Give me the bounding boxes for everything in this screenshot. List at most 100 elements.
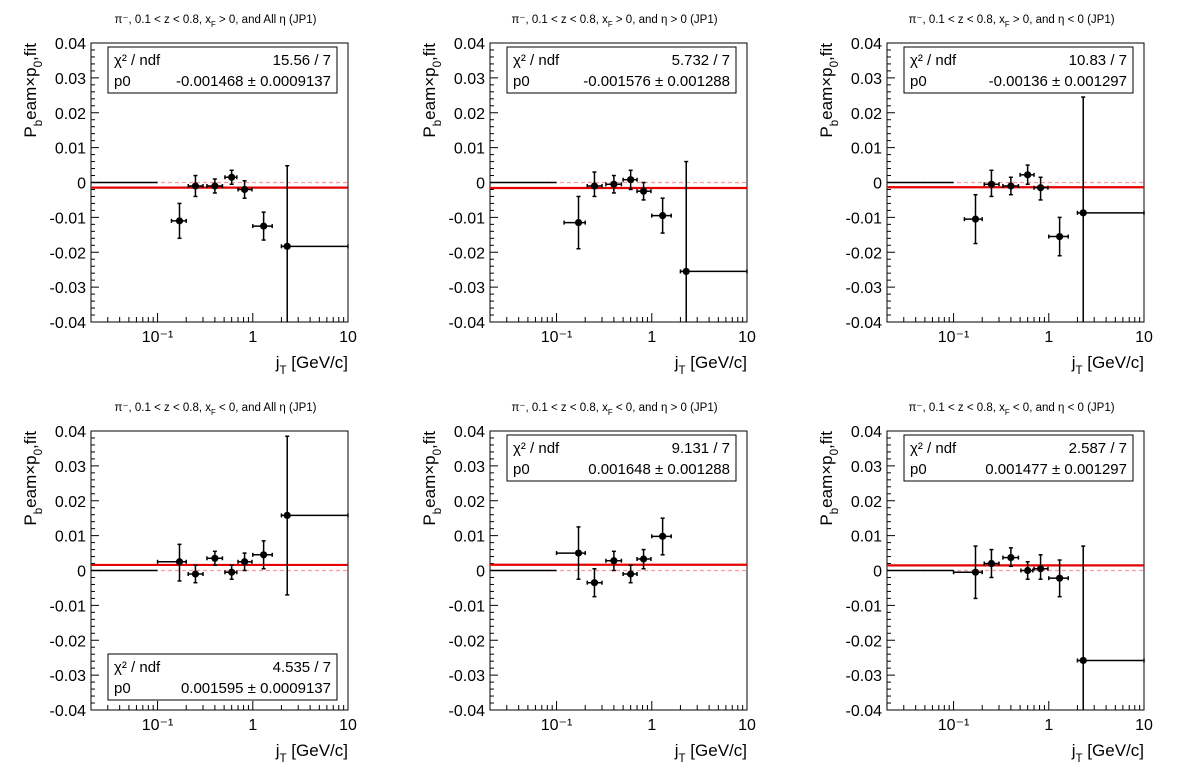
marker	[627, 570, 635, 578]
marker	[659, 532, 667, 540]
marker	[1079, 656, 1087, 665]
y-tick-label: -0.04	[846, 315, 883, 332]
y-tick-label: 0.01	[55, 141, 86, 158]
y-tick-label: 0.04	[454, 424, 485, 441]
data-point	[605, 174, 623, 194]
marker	[574, 219, 583, 227]
y-tick-label: -0.02	[449, 245, 486, 262]
y-tick-label: -0.02	[846, 633, 883, 650]
y-tick-label: -0.03	[449, 668, 486, 685]
y-tick-label: 0.04	[454, 36, 485, 53]
y-tick-label: -0.03	[846, 280, 883, 297]
marker	[175, 217, 184, 225]
data-point	[156, 543, 187, 582]
y-tick-label: -0.03	[50, 668, 87, 685]
data-point	[252, 211, 273, 241]
data-point	[187, 174, 204, 198]
y-axis-title: Pbeam×p0,fit	[21, 43, 45, 138]
data-point	[963, 193, 983, 245]
stats-chi2-label: χ² / ndf	[910, 52, 957, 69]
marker	[283, 242, 291, 250]
y-tick-label: -0.01	[846, 210, 883, 227]
x-axis-title: jT [GeV/c]	[275, 741, 348, 765]
y-tick-label: -0.01	[50, 210, 87, 227]
x-tick-label: 10	[738, 329, 756, 346]
x-axis-title: jT [GeV/c]	[1071, 353, 1144, 377]
y-tick-label: 0	[77, 564, 86, 581]
data-point	[1002, 176, 1020, 196]
y-tick-label: 0.02	[851, 494, 882, 511]
data-point	[224, 169, 238, 185]
x-axis-title: jT [GeV/c]	[275, 353, 348, 377]
marker	[1007, 182, 1015, 190]
data-point	[605, 550, 623, 572]
stats-p0-label: p0	[910, 461, 927, 478]
x-tick-label: 10	[1135, 717, 1153, 734]
x-tick-label: 10⁻¹	[142, 329, 174, 346]
x-tick-label: 1	[1044, 717, 1053, 734]
y-tick-label: -0.01	[50, 598, 87, 615]
x-tick-label: 1	[248, 329, 257, 346]
y-tick-label: 0	[476, 176, 485, 193]
x-tick-label: 10⁻¹	[938, 717, 970, 734]
stats-box: χ² / ndf 4.535 / 7 p0 0.001595 ± 0.0009137	[107, 653, 338, 701]
y-tick-label: -0.04	[846, 703, 883, 720]
y-tick-label: 0	[77, 176, 86, 193]
chart-title: π⁻, 0.1 < z < 0.8, xF < 0, and All η (JP…	[115, 402, 317, 417]
marker	[1024, 566, 1032, 575]
x-tick-label: 10⁻¹	[142, 717, 174, 734]
marker	[260, 551, 268, 559]
marker	[971, 215, 980, 223]
marker	[191, 570, 200, 578]
data-point	[206, 178, 224, 194]
data-point	[1002, 547, 1020, 568]
data-point	[280, 435, 349, 596]
y-axis-title: Pbeam×p0,fit	[420, 43, 444, 138]
y-tick-label: 0	[873, 564, 882, 581]
y-tick-label: -0.04	[449, 703, 486, 720]
data-point	[1033, 554, 1049, 580]
y-tick-label: 0	[476, 564, 485, 581]
data-point	[983, 548, 1000, 579]
data-point	[280, 165, 349, 322]
y-tick-label: -0.03	[50, 280, 87, 297]
y-axis-title: Pbeam×p0,fit	[21, 431, 45, 526]
data-point	[237, 552, 253, 572]
stats-chi2-label: χ² / ndf	[114, 52, 161, 69]
stats-chi2-value: 10.83 / 7	[1069, 52, 1127, 69]
data-point	[622, 169, 638, 191]
marker	[211, 554, 219, 562]
y-tick-label: 0.04	[55, 36, 86, 53]
x-tick-label: 10⁻¹	[541, 329, 573, 346]
stats-box-frame	[107, 653, 338, 701]
data-point	[622, 564, 638, 584]
marker	[610, 180, 618, 188]
stats-chi2-label: χ² / ndf	[513, 440, 560, 457]
marker	[574, 549, 583, 557]
panel-6: π⁻, 0.1 < z < 0.8, xF < 0, and η < 0 (JP…	[817, 402, 1153, 765]
marker	[228, 568, 236, 576]
stats-box: χ² / ndf 5.732 / 7 p0 -0.001576 ± 0.001288	[506, 46, 737, 94]
y-tick-label: 0.01	[454, 141, 485, 158]
marker	[639, 555, 648, 563]
y-tick-label: 0.01	[851, 141, 882, 158]
stats-p0-value: -0.001576 ± 0.001288	[583, 73, 730, 90]
data-point	[983, 169, 1000, 198]
stats-p0-value: -0.00136 ± 0.001297	[989, 73, 1127, 90]
data-point	[679, 160, 748, 322]
stats-p0-label: p0	[910, 73, 927, 90]
stats-chi2-label: χ² / ndf	[513, 52, 560, 69]
y-tick-label: 0.03	[55, 459, 86, 476]
x-tick-label: 10⁻¹	[938, 329, 970, 346]
data-point	[187, 564, 204, 584]
data-point	[952, 545, 983, 600]
marker	[610, 557, 618, 565]
data-point	[224, 564, 238, 580]
marker	[1007, 553, 1015, 562]
data-point	[170, 202, 187, 240]
y-tick-label: -0.04	[50, 703, 87, 720]
x-tick-label: 1	[647, 717, 656, 734]
stats-chi2-value: 9.131 / 7	[672, 440, 730, 457]
data-point	[563, 195, 586, 250]
panel-3: π⁻, 0.1 < z < 0.8, xF > 0, and η < 0 (JP…	[817, 14, 1153, 377]
